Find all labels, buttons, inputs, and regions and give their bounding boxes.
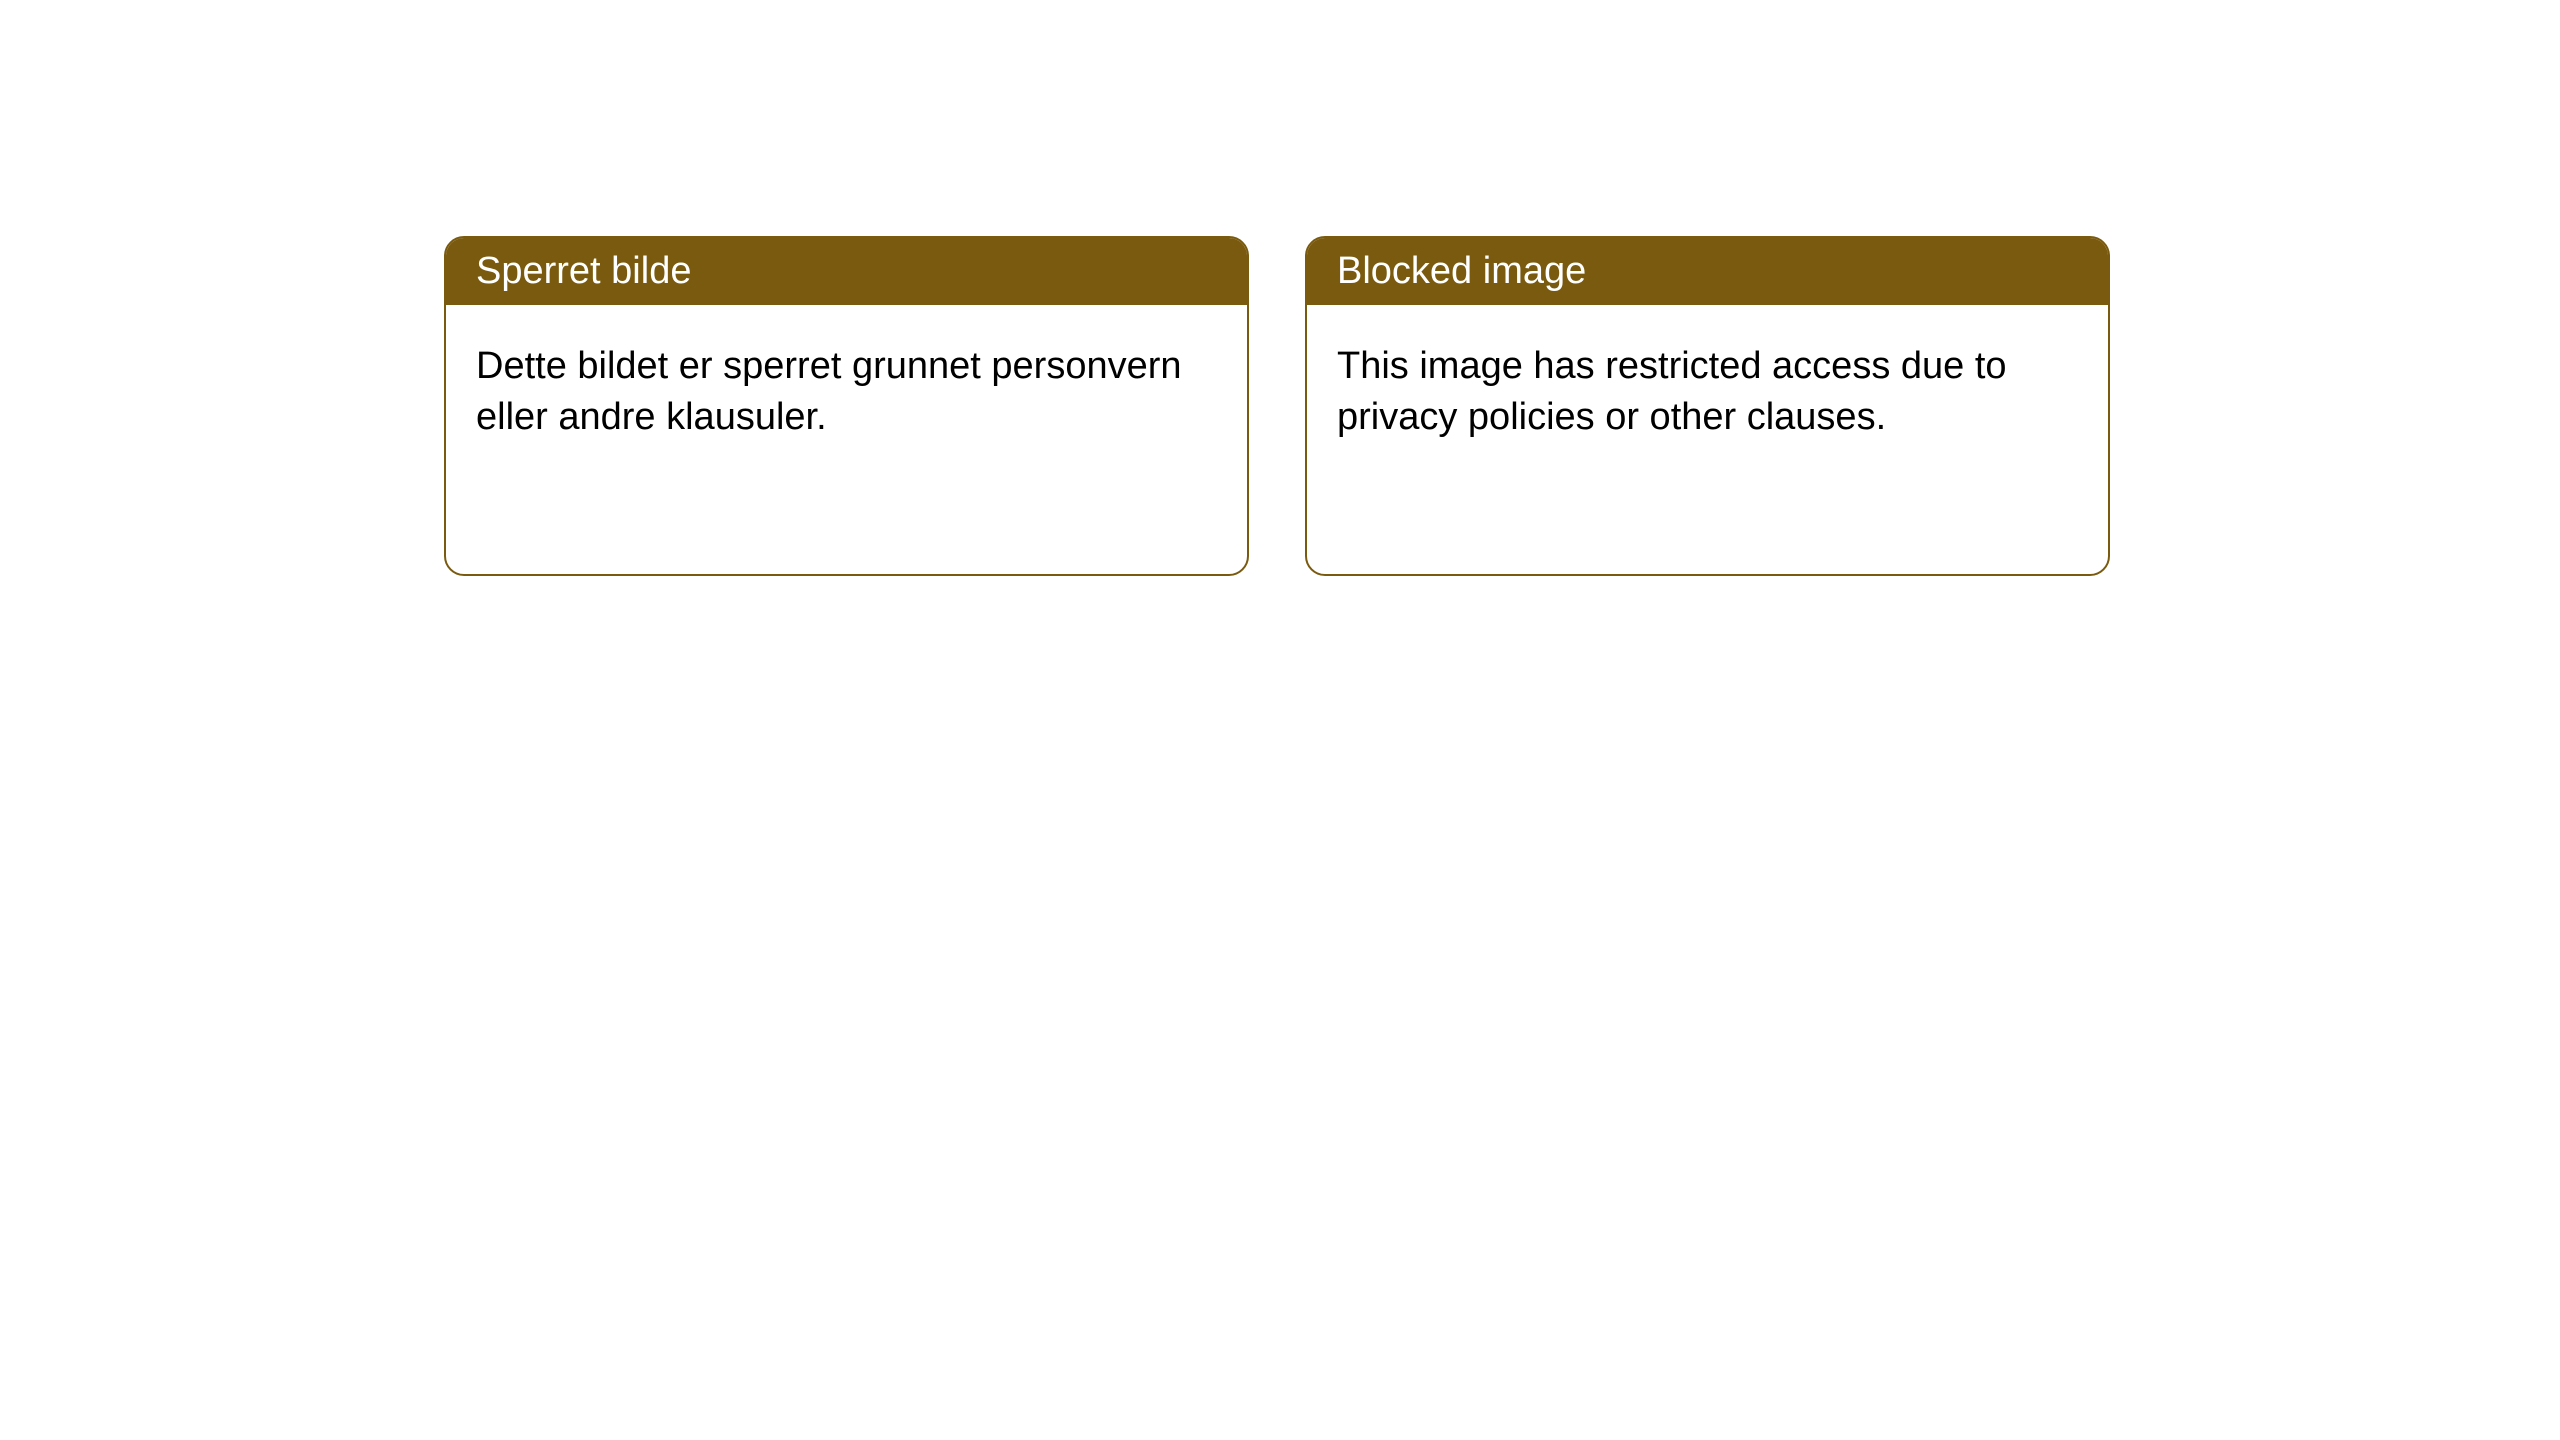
card-body-no: Dette bildet er sperret grunnet personve… — [446, 305, 1247, 480]
card-header-en: Blocked image — [1307, 238, 2108, 305]
card-body-en: This image has restricted access due to … — [1307, 305, 2108, 480]
notice-cards-container: Sperret bilde Dette bildet er sperret gr… — [444, 236, 2110, 576]
card-header-no: Sperret bilde — [446, 238, 1247, 305]
blocked-image-card-no: Sperret bilde Dette bildet er sperret gr… — [444, 236, 1249, 576]
blocked-image-card-en: Blocked image This image has restricted … — [1305, 236, 2110, 576]
